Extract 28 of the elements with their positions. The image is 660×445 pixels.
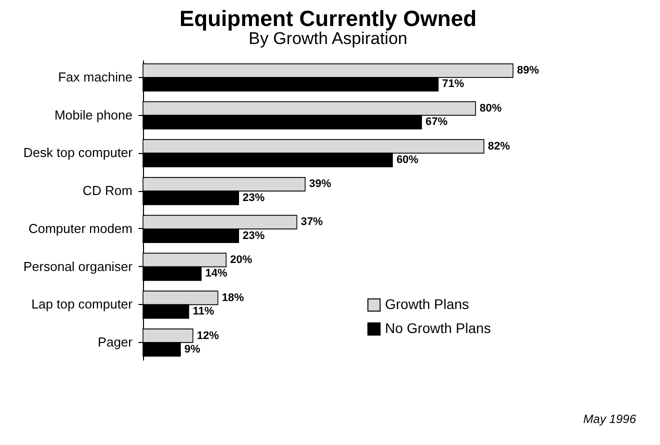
chart-title: Equipment Currently Owned [179, 6, 477, 31]
y-tick-label: Lap top computer [31, 296, 134, 312]
y-tick-label: Mobile phone [54, 107, 132, 122]
data-label: 14% [205, 268, 228, 280]
data-label: 82% [488, 140, 510, 152]
legend-label: Growth Plans [385, 296, 470, 312]
data-label: 67% [426, 116, 448, 128]
data-label: 89% [517, 64, 540, 77]
y-tick-label: Computer modem [28, 220, 132, 236]
data-label: 12% [196, 330, 220, 342]
y-tick-label: Desk top computer [23, 145, 134, 160]
legend-label: No Growth Plans [385, 320, 491, 336]
data-label: 23% [242, 192, 265, 204]
y-tick-label: Pager [98, 334, 134, 350]
data-label: 23% [242, 230, 265, 242]
data-label: 80% [480, 102, 502, 114]
data-label: 18% [222, 292, 244, 304]
data-label: 37% [300, 216, 324, 228]
y-tick-label: CD Rom [82, 183, 132, 198]
y-tick-label: Fax machine [58, 69, 132, 84]
data-label: 60% [396, 154, 419, 166]
data-label: 20% [230, 254, 252, 266]
y-tick-label: Personal organiser [23, 258, 134, 274]
data-label: 71% [442, 78, 464, 90]
data-label: 39% [309, 178, 332, 190]
data-label: 9% [184, 343, 201, 356]
text: May 1996 [583, 412, 636, 426]
data-label: 11% [192, 306, 214, 318]
